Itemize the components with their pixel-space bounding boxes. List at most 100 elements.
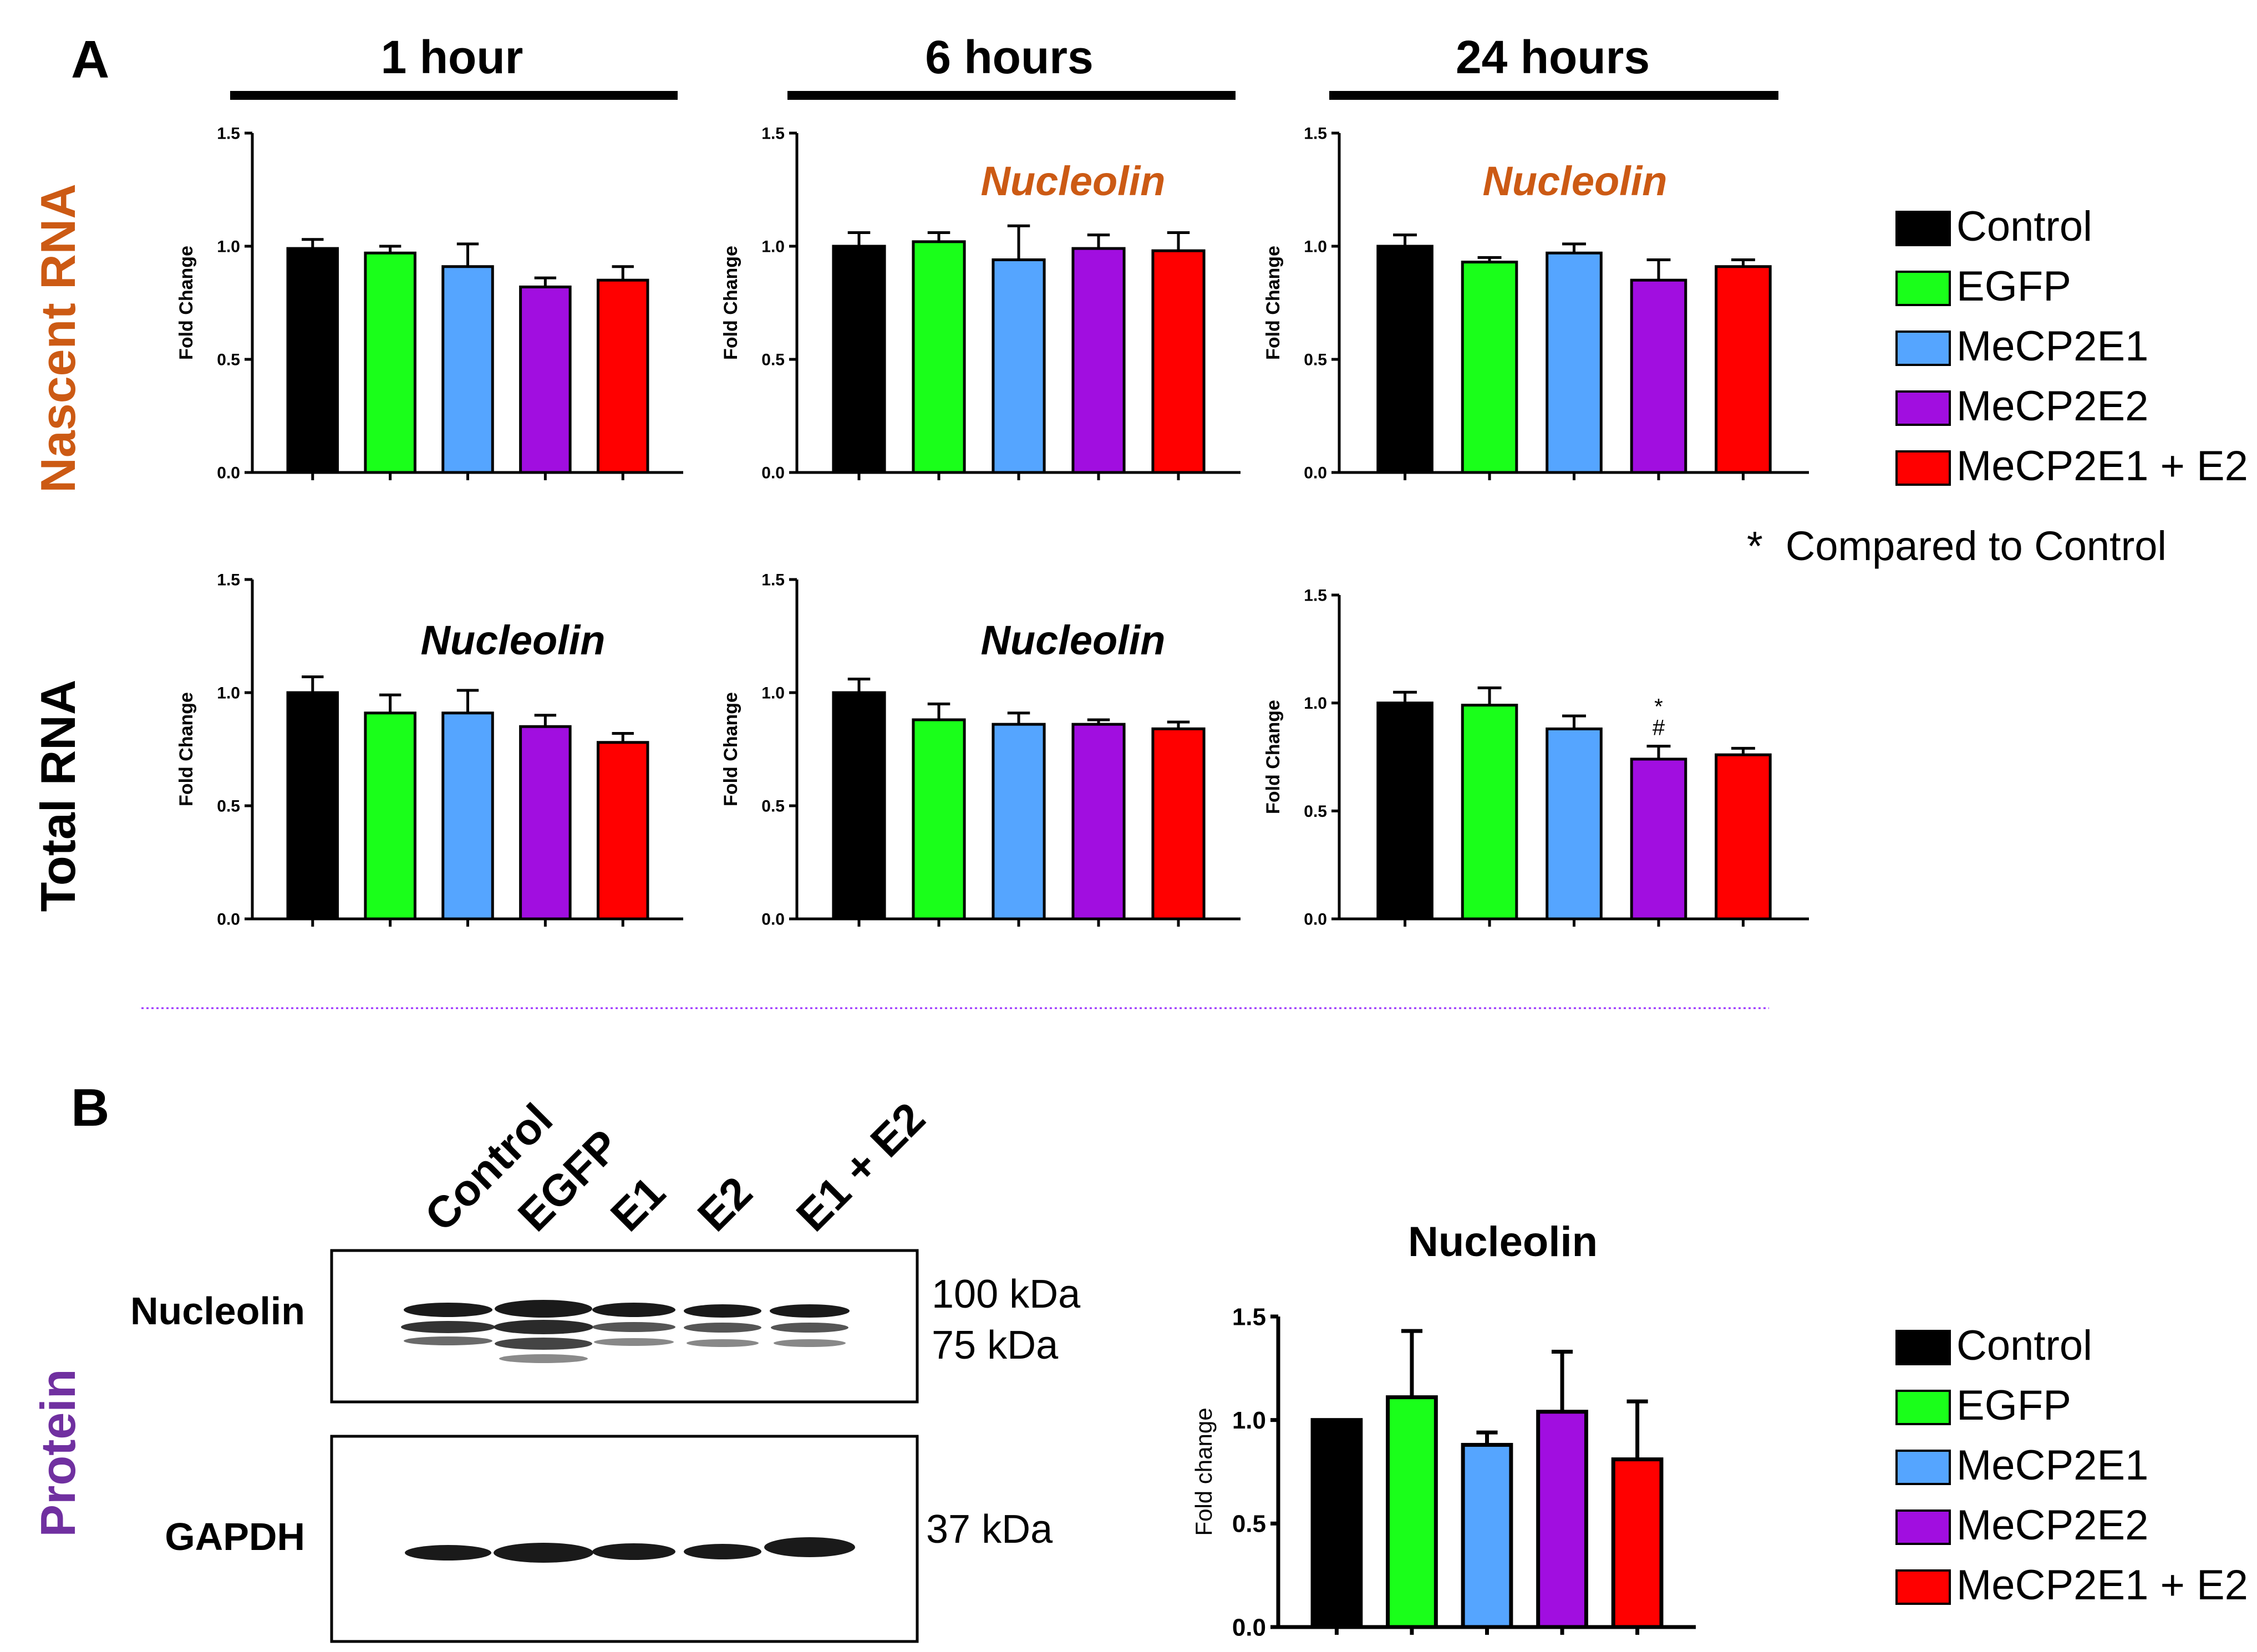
protein-bar-mecp2e1-e2: [1611, 1457, 1664, 1629]
protein-ylabel: Fold change: [1191, 1407, 1217, 1536]
nascent-6h-bar-egfp: [912, 240, 966, 474]
total-24h-bar-mecp2e1-e2: [1715, 753, 1772, 921]
nascent-6h-bar-mecp2e1: [992, 258, 1046, 474]
chart-total-6h: 0.0 0.5 1.0 1.5 Fold Change Nucleolin: [720, 571, 1241, 929]
row-label-nascent: Nascent RNA: [30, 184, 85, 492]
total-24h-ytick-label: 1.5: [1304, 587, 1327, 605]
total-1h-ylabel: Fold Change: [176, 692, 197, 806]
total-6h-ytick-label: 0.5: [761, 797, 785, 816]
chart-total-1h: 0.0 0.5 1.0 1.5 Fold Change Nucleolin: [176, 571, 683, 929]
nascent-1h-ytick-label: 1.0: [217, 238, 240, 256]
timepoint-24h: 24 hours: [1456, 31, 1650, 83]
blot-gapdh-bands: [405, 1537, 855, 1563]
nascent-6h-ytick-label: 1.0: [761, 238, 785, 256]
nascent-1h-bar-mecp2e1: [441, 265, 494, 474]
nascent-1h-bar-control: [286, 247, 339, 474]
protein-ytick-label: 1.0: [1232, 1407, 1266, 1434]
legend-b-swatch-mecp2e1-e2: [1895, 1569, 1951, 1605]
western-blot: Control EGFP E1 E2 E1 + E2 Nucleolin 100…: [130, 1093, 1081, 1643]
nascent-24h-ytick-label: 1.5: [1304, 125, 1327, 143]
legend-a-swatch-mecp2e1: [1895, 331, 1951, 366]
legend-b-label-control: Control: [1956, 1322, 2092, 1369]
nascent-1h-ytick-label: 1.5: [217, 125, 240, 143]
row-label-protein: Protein: [30, 1369, 85, 1537]
nascent-1h-bar-mecp2e2: [519, 285, 572, 474]
timepoint-6h: 6 hours: [925, 31, 1093, 83]
legend-b-swatch-control: [1895, 1330, 1951, 1365]
total-24h-ytick-label: 0.0: [1304, 911, 1327, 929]
total-1h-ytick-label: 0.0: [217, 911, 240, 929]
total-6h-bar-control: [832, 691, 886, 921]
nascent-1h-ylabel: Fold Change: [176, 246, 197, 360]
nascent-24h-ytick-label: 0.0: [1304, 464, 1327, 482]
legend-a-swatch-mecp2e1-e2: [1895, 450, 1951, 486]
total-24h-bar-mecp2e1: [1546, 727, 1603, 921]
marker-37kda: 37 kDa: [926, 1507, 1053, 1552]
nascent-24h-ytick-label: 0.5: [1304, 351, 1327, 369]
panel-b-letter: B: [71, 1078, 109, 1137]
total-1h-bar-mecp2e1-e2: [596, 741, 649, 921]
total-6h-bar-mecp2e1: [992, 723, 1046, 921]
total-1h-title: Nucleolin: [420, 617, 605, 663]
marker-100kda: 100 kDa: [932, 1272, 1081, 1316]
total-1h-ytick-label: 0.5: [217, 797, 240, 816]
nascent-1h-ytick-label: 0.0: [217, 464, 240, 482]
total-1h-bar-mecp2e2: [519, 725, 572, 921]
protein-bar-control: [1310, 1418, 1363, 1629]
total-24h-bar-egfp: [1461, 704, 1518, 921]
protein-bar-egfp: [1386, 1395, 1438, 1629]
total-24h-ylabel: Fold Change: [1263, 700, 1284, 814]
total-24h-ytick-label: 1.0: [1304, 694, 1327, 713]
chart-nascent-24h: 0.0 0.5 1.0 1.5 Fold Change Nucleolin: [1263, 125, 1809, 482]
nascent-24h-title: Nucleolin: [1482, 158, 1667, 204]
blot-nucleolin-bands: [401, 1300, 850, 1363]
total-24h-annotation: #: [1653, 716, 1665, 740]
lane-label-e2: E2: [688, 1167, 761, 1241]
protein-bar-mecp2e1: [1461, 1442, 1513, 1629]
protein-bar-mecp2e2: [1536, 1410, 1588, 1629]
nascent-1h-bar-mecp2e1-e2: [596, 278, 649, 474]
nascent-24h-bar-egfp: [1461, 261, 1518, 474]
protein-title: Nucleolin: [1408, 1218, 1598, 1265]
chart-nascent-1h: 0.0 0.5 1.0 1.5 Fold Change: [176, 125, 683, 482]
nascent-1h-ytick-label: 0.5: [217, 351, 240, 369]
nascent-6h-ytick-label: 0.5: [761, 351, 785, 369]
total-1h-bar-control: [286, 691, 339, 921]
legend-a-label-control: Control: [1956, 203, 2092, 250]
total-24h-bar-mecp2e2: [1630, 758, 1687, 921]
total-1h-bar-mecp2e1: [441, 711, 494, 921]
total-6h-title: Nucleolin: [980, 617, 1165, 663]
nascent-6h-title: Nucleolin: [980, 158, 1165, 204]
chart-total-24h: 0.0 0.5 1.0 1.5 Fold Change #*: [1263, 587, 1809, 929]
total-6h-ytick-label: 1.0: [761, 684, 785, 703]
band-label-gapdh: GAPDH: [165, 1515, 305, 1558]
legend-a-swatch-control: [1895, 211, 1951, 246]
legend-b-swatch-mecp2e1: [1895, 1450, 1951, 1485]
total-1h-bar-egfp: [364, 711, 416, 921]
legend-a-label-egfp: EGFP: [1956, 263, 2071, 310]
nascent-24h-bar-mecp2e2: [1630, 278, 1687, 474]
total-24h-bar-control: [1376, 702, 1434, 921]
nascent-24h-bar-mecp2e1-e2: [1715, 265, 1772, 474]
lane-label-e1-e2: E1 + E2: [787, 1093, 934, 1241]
total-1h-ytick-label: 1.0: [217, 684, 240, 703]
lane-label-e1: E1: [601, 1167, 674, 1241]
total-6h-ytick-label: 0.0: [761, 911, 785, 929]
protein-ytick-label: 0.5: [1232, 1511, 1266, 1538]
nascent-6h-bar-control: [832, 245, 886, 474]
legend-b-label-egfp: EGFP: [1956, 1382, 2071, 1429]
legend-a-label-mecp2e2: MeCP2E2: [1956, 383, 2148, 430]
legend-b-label-mecp2e2: MeCP2E2: [1956, 1502, 2148, 1549]
legend-a-swatch-egfp: [1895, 271, 1951, 306]
nascent-6h-ytick-label: 0.0: [761, 464, 785, 482]
total-6h-bar-mecp2e1-e2: [1151, 727, 1206, 921]
legend-b-label-mecp2e1: MeCP2E1: [1956, 1442, 2148, 1489]
nascent-24h-bar-mecp2e1: [1546, 251, 1603, 474]
nascent-6h-bar-mecp2e2: [1071, 247, 1126, 474]
nascent-1h-bar-egfp: [364, 251, 416, 474]
nascent-6h-ytick-label: 1.5: [761, 125, 785, 143]
timepoint-1h: 1 hour: [381, 31, 523, 83]
legend-b: Control EGFP MeCP2E1 MeCP2E2 MeCP2E1 + E…: [1895, 1322, 2248, 1609]
chart-nascent-6h: 0.0 0.5 1.0 1.5 Fold Change Nucleolin: [720, 125, 1241, 482]
